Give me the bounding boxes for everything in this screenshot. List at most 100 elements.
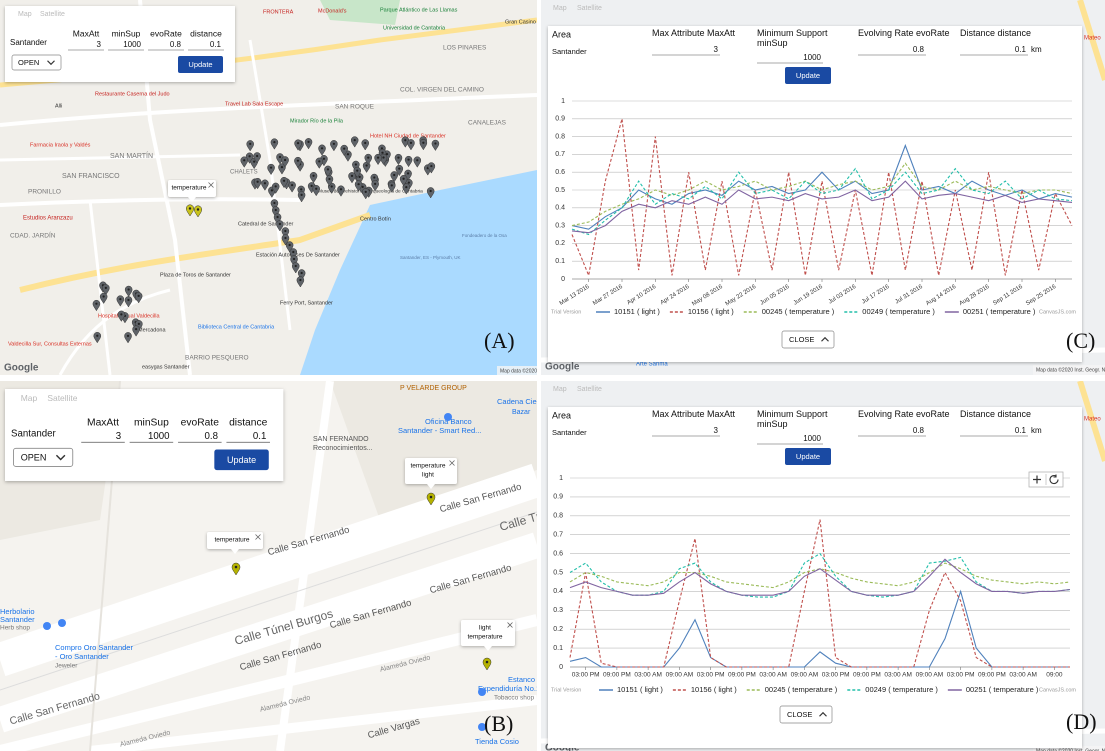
field-value[interactable]: 0.8 xyxy=(913,426,925,435)
map-pin xyxy=(404,155,413,168)
field-value[interactable]: 3 xyxy=(714,45,719,54)
map-pin-dot xyxy=(269,166,273,169)
road xyxy=(89,695,537,751)
google-logo: Google xyxy=(4,363,39,374)
map-pin xyxy=(388,181,396,193)
panel-label: (D) xyxy=(1066,709,1097,734)
field-label: Max Attribute MaxAtt xyxy=(652,28,736,38)
map-label: Mirador Río de la Pila xyxy=(290,118,344,124)
map-pin-dot xyxy=(137,294,140,297)
attribution-bg xyxy=(1033,365,1105,375)
field-value[interactable]: 0.8 xyxy=(170,40,182,49)
map-pin-dot xyxy=(328,177,331,181)
map-tab: Satellite xyxy=(47,393,77,403)
y-tick-label: 0.8 xyxy=(555,133,565,140)
map-pin xyxy=(297,191,306,203)
area-name: Santander xyxy=(552,47,587,56)
field-value[interactable]: 3 xyxy=(116,431,121,442)
map-pin-dot xyxy=(280,165,284,169)
x-tick-label: 09:00 AM xyxy=(916,672,943,679)
map-attribution: Map data ©2020 Inst. Geogr. Nacional xyxy=(1036,366,1105,373)
map-pin-dot xyxy=(255,154,259,158)
map-pin xyxy=(394,153,403,166)
legend-label: 10156 ( light ) xyxy=(688,307,734,316)
park xyxy=(320,0,400,25)
map-pin xyxy=(102,284,110,296)
map-pin-dot xyxy=(243,159,246,162)
field-value[interactable]: 1000 xyxy=(803,53,821,62)
legend-label: 00251 ( temperature ) xyxy=(963,307,1036,316)
area-label: Area xyxy=(552,410,571,420)
field-label-box: Minimum Support minSup xyxy=(757,28,828,48)
map-label: Fondeadero de la Osa xyxy=(462,233,507,238)
field-value[interactable]: 1000 xyxy=(123,40,141,49)
map-pin xyxy=(280,176,288,189)
map-label: Bazar xyxy=(512,409,531,416)
map-pin xyxy=(340,144,348,157)
x-tick-label: 03:00 PM xyxy=(572,672,600,679)
y-tick-label: 0.2 xyxy=(553,626,563,633)
map-pin xyxy=(324,165,332,177)
map-tab: Map xyxy=(18,11,32,18)
field-value[interactable]: 0.1 xyxy=(1015,45,1027,54)
map-pin xyxy=(431,139,440,152)
map-pin-dot xyxy=(409,141,413,145)
series-line xyxy=(571,143,1073,230)
map-pin-dot xyxy=(422,141,425,144)
open-button[interactable] xyxy=(13,447,74,467)
close-button[interactable] xyxy=(779,705,833,724)
map-pin xyxy=(354,180,363,192)
field-label: MaxAtt xyxy=(87,418,119,429)
map-pin xyxy=(185,204,195,217)
map-pin xyxy=(312,184,320,197)
road xyxy=(0,197,301,207)
map-label: SAN ROQUE xyxy=(335,104,375,111)
map-pin-dot xyxy=(276,215,279,219)
open-button[interactable] xyxy=(11,54,62,71)
field-value[interactable]: 0.1 xyxy=(210,40,222,49)
y-tick-label: 1 xyxy=(561,98,565,105)
field-value[interactable]: 3 xyxy=(97,40,102,49)
field-value[interactable]: 1000 xyxy=(148,431,170,442)
map-pin-dot xyxy=(310,184,313,188)
update-button[interactable] xyxy=(785,67,831,84)
map-pin-dot xyxy=(376,156,380,159)
update-button-label: Update xyxy=(796,452,820,461)
update-button[interactable] xyxy=(214,449,269,471)
close-button[interactable] xyxy=(781,330,835,349)
field-value[interactable]: 0.8 xyxy=(913,45,925,54)
map-pin-dot xyxy=(253,160,256,163)
update-button[interactable] xyxy=(785,448,831,465)
map-pin xyxy=(297,269,306,281)
google-logo: Google xyxy=(545,362,580,373)
map-pin xyxy=(364,153,373,166)
field-value[interactable]: 3 xyxy=(714,426,719,435)
attribution-bg xyxy=(497,366,537,375)
map-pin xyxy=(246,140,254,152)
legend-label: 00251 ( temperature ) xyxy=(966,685,1039,694)
x-tick-label: 09:00 AM xyxy=(666,672,693,679)
map-pin-dot xyxy=(296,159,300,162)
update-button[interactable] xyxy=(178,56,223,73)
field-value[interactable]: 0.1 xyxy=(253,431,266,442)
field-label: Evolving Rate evoRate xyxy=(858,28,950,38)
field-label-box: Distance distance xyxy=(960,28,1031,38)
map-pin xyxy=(337,185,345,197)
map-pin-dot xyxy=(353,138,356,142)
map-pin xyxy=(281,156,289,168)
pan-icon[interactable] xyxy=(1033,475,1041,484)
area-name: Santander xyxy=(11,428,56,439)
map-pin-dot xyxy=(274,208,277,212)
map-label: Arte Sarima xyxy=(636,362,668,368)
reset-icon[interactable] xyxy=(1049,474,1059,485)
map-pin xyxy=(374,153,382,166)
map-popup xyxy=(207,532,263,549)
field-value[interactable]: 0.1 xyxy=(1015,426,1027,435)
map-popup-tail xyxy=(484,646,492,651)
map-pin xyxy=(427,162,436,174)
field-value[interactable]: 0.8 xyxy=(205,431,218,442)
map-label: Tienda Cosio xyxy=(475,737,519,746)
field-value[interactable]: 1000 xyxy=(803,434,821,443)
